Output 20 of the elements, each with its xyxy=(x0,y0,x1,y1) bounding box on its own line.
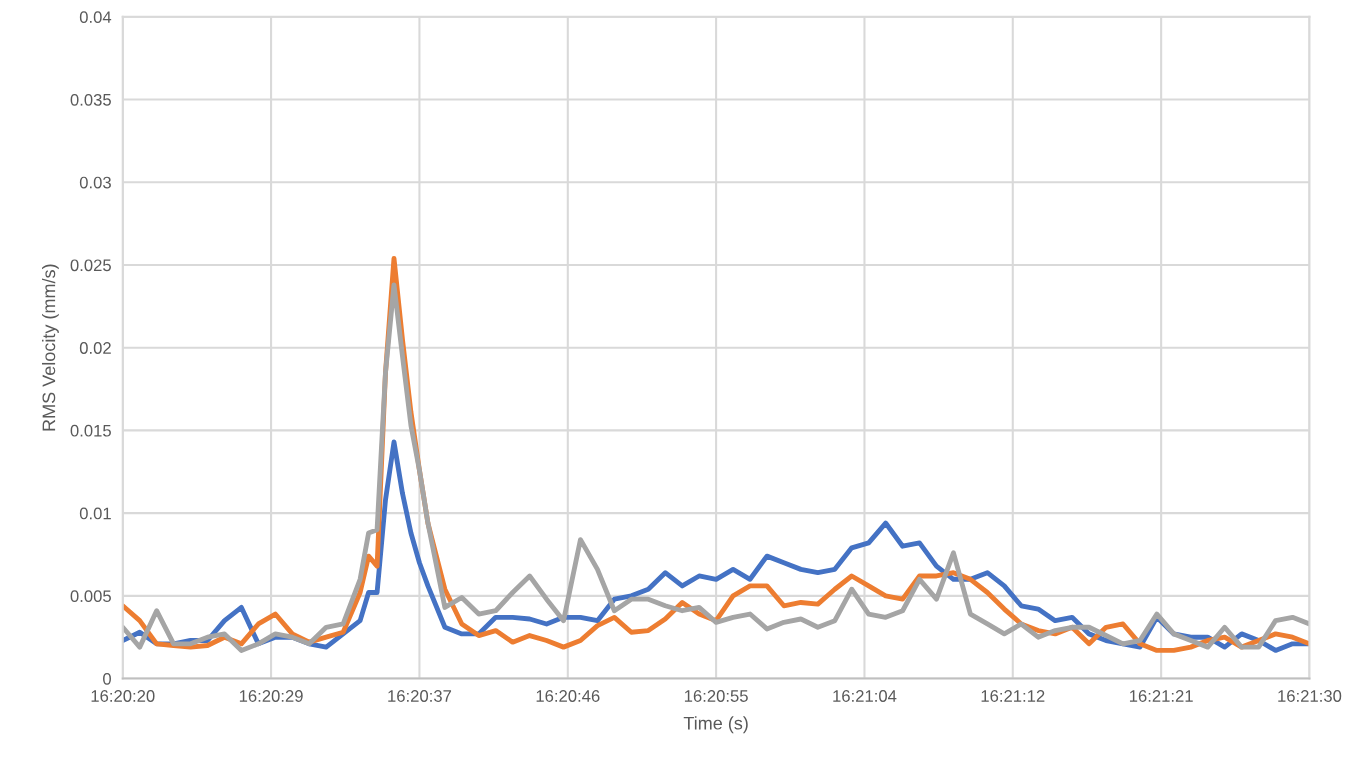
y-tick-label: 0.025 xyxy=(70,259,111,272)
y-tick-label: 0.01 xyxy=(79,507,111,520)
x-tick-label: 16:20:55 xyxy=(684,690,748,702)
x-tick-label: 16:21:04 xyxy=(833,690,897,702)
x-tick-label: 16:20:46 xyxy=(536,690,600,702)
x-tick-label: 16:20:29 xyxy=(239,690,303,702)
y-tick-label: 0.005 xyxy=(70,590,111,603)
x-tick-label: 16:20:20 xyxy=(91,690,155,702)
y-tick-label: 0.03 xyxy=(79,176,111,189)
y-axis-title: RMS Velocity (mm/s) xyxy=(42,264,59,431)
y-tick-label: 0.04 xyxy=(79,11,112,24)
x-tick-label: 16:21:21 xyxy=(1129,690,1193,702)
x-tick-label: 16:21:30 xyxy=(1278,690,1342,702)
y-tick-label: 0.02 xyxy=(79,342,111,354)
y-tick-label: 0.015 xyxy=(70,424,111,437)
x-tick-label: 16:21:12 xyxy=(981,690,1045,702)
y-tick-label: 0.035 xyxy=(70,93,111,106)
x-tick-label: 16:20:37 xyxy=(388,690,452,702)
y-tick-label: 0 xyxy=(103,672,111,685)
x-axis-title: Time (s) xyxy=(683,716,748,734)
